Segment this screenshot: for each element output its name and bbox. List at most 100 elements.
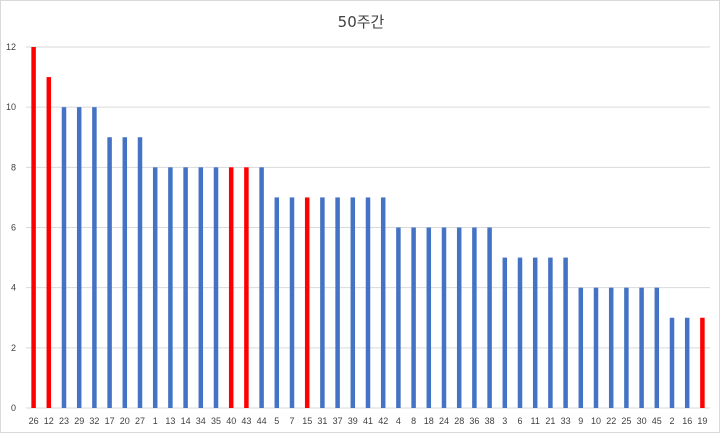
bar-22 [608, 287, 614, 408]
x-tick-label: 4 [396, 416, 401, 426]
x-tick-label: 17 [105, 416, 115, 426]
bar-3 [502, 257, 508, 408]
bar-36 [472, 227, 477, 408]
bar-18 [426, 227, 432, 408]
x-tick-label: 1 [153, 416, 158, 426]
x-tick-label: 26 [29, 416, 39, 426]
x-tick-label: 12 [44, 416, 54, 426]
x-tick-label: 13 [165, 416, 175, 426]
bar-8 [411, 227, 416, 408]
bar-39 [350, 197, 356, 408]
x-tick-label: 38 [485, 416, 495, 426]
x-tick-label: 8 [411, 416, 416, 426]
bar-1 [152, 167, 158, 408]
bar-33 [563, 257, 568, 408]
bar-24 [441, 227, 447, 408]
x-tick-label: 6 [517, 416, 522, 426]
bar-25 [624, 287, 629, 408]
x-tick-label: 25 [621, 416, 631, 426]
bar-41 [365, 197, 371, 408]
y-tick-label: 0 [11, 403, 16, 413]
bar-43 [244, 167, 249, 408]
bar-37 [335, 197, 340, 408]
x-tick-label: 21 [545, 416, 555, 426]
x-tick-label: 35 [211, 416, 221, 426]
bar-31 [320, 197, 325, 408]
bar-19 [700, 317, 705, 408]
bar-42 [380, 197, 386, 408]
x-tick-label: 16 [682, 416, 692, 426]
bar-6 [517, 257, 523, 408]
bar-29 [76, 107, 82, 409]
bar-23 [61, 107, 67, 409]
x-tick-label: 27 [135, 416, 145, 426]
bar-15 [304, 197, 310, 408]
bar-7 [289, 197, 295, 408]
y-tick-label: 2 [11, 343, 16, 353]
bar-11 [532, 257, 538, 408]
x-tick-label: 34 [196, 416, 206, 426]
bar-13 [168, 167, 173, 408]
bar-38 [487, 227, 492, 408]
bar-30 [639, 287, 644, 408]
bar-4 [396, 227, 401, 408]
chart-title: 50주간 [337, 13, 385, 31]
x-tick-label: 19 [697, 416, 707, 426]
x-tick-label: 3 [502, 416, 507, 426]
bar-40 [228, 167, 234, 408]
x-tick-label: 7 [289, 416, 294, 426]
bar-32 [92, 107, 97, 409]
x-tick-label: 11 [531, 416, 540, 426]
bar-45 [654, 287, 660, 408]
bar-9 [578, 287, 584, 408]
x-tick-label: 43 [241, 416, 251, 426]
x-tick-label: 20 [120, 416, 130, 426]
y-tick-label: 6 [11, 223, 16, 233]
bar-12 [46, 77, 52, 408]
bar-17 [107, 137, 112, 408]
x-tick-label: 37 [333, 416, 343, 426]
x-tick-label: 22 [606, 416, 616, 426]
bar-5 [274, 197, 280, 408]
bar-2 [669, 317, 675, 408]
y-tick-label: 4 [11, 283, 16, 293]
x-tick-label: 2 [669, 416, 674, 426]
bar-14 [183, 167, 188, 408]
bar-20 [122, 137, 128, 408]
x-tick-label: 39 [348, 416, 358, 426]
bar-26 [31, 47, 36, 408]
bar-16 [684, 317, 690, 408]
bar-35 [213, 167, 219, 408]
bar-10 [593, 287, 599, 408]
x-tick-label: 9 [578, 416, 583, 426]
bar-44 [259, 167, 264, 408]
x-tick-label: 36 [469, 416, 479, 426]
x-tick-label: 33 [561, 416, 571, 426]
y-tick-label: 12 [6, 42, 16, 52]
y-tick-label: 10 [6, 102, 16, 112]
x-tick-label: 31 [317, 416, 327, 426]
x-tick-label: 30 [637, 416, 647, 426]
bar-28 [456, 227, 462, 408]
x-tick-label: 32 [89, 416, 99, 426]
x-tick-label: 45 [652, 416, 662, 426]
x-tick-label: 28 [454, 416, 464, 426]
x-tick-label: 41 [363, 416, 373, 426]
bar-27 [137, 137, 143, 408]
y-tick-label: 8 [11, 162, 16, 172]
x-tick-label: 15 [302, 416, 312, 426]
x-tick-label: 40 [226, 416, 236, 426]
x-tick-label: 23 [59, 416, 69, 426]
x-tick-label: 10 [591, 416, 601, 426]
x-tick-label: 18 [424, 416, 434, 426]
x-tick-label: 5 [274, 416, 279, 426]
x-tick-label: 24 [439, 416, 449, 426]
x-tick-label: 44 [257, 416, 267, 426]
x-tick-label: 29 [74, 416, 84, 426]
bar-34 [198, 167, 204, 408]
bar-21 [548, 257, 553, 408]
x-tick-label: 14 [181, 416, 191, 426]
x-tick-label: 42 [378, 416, 388, 426]
